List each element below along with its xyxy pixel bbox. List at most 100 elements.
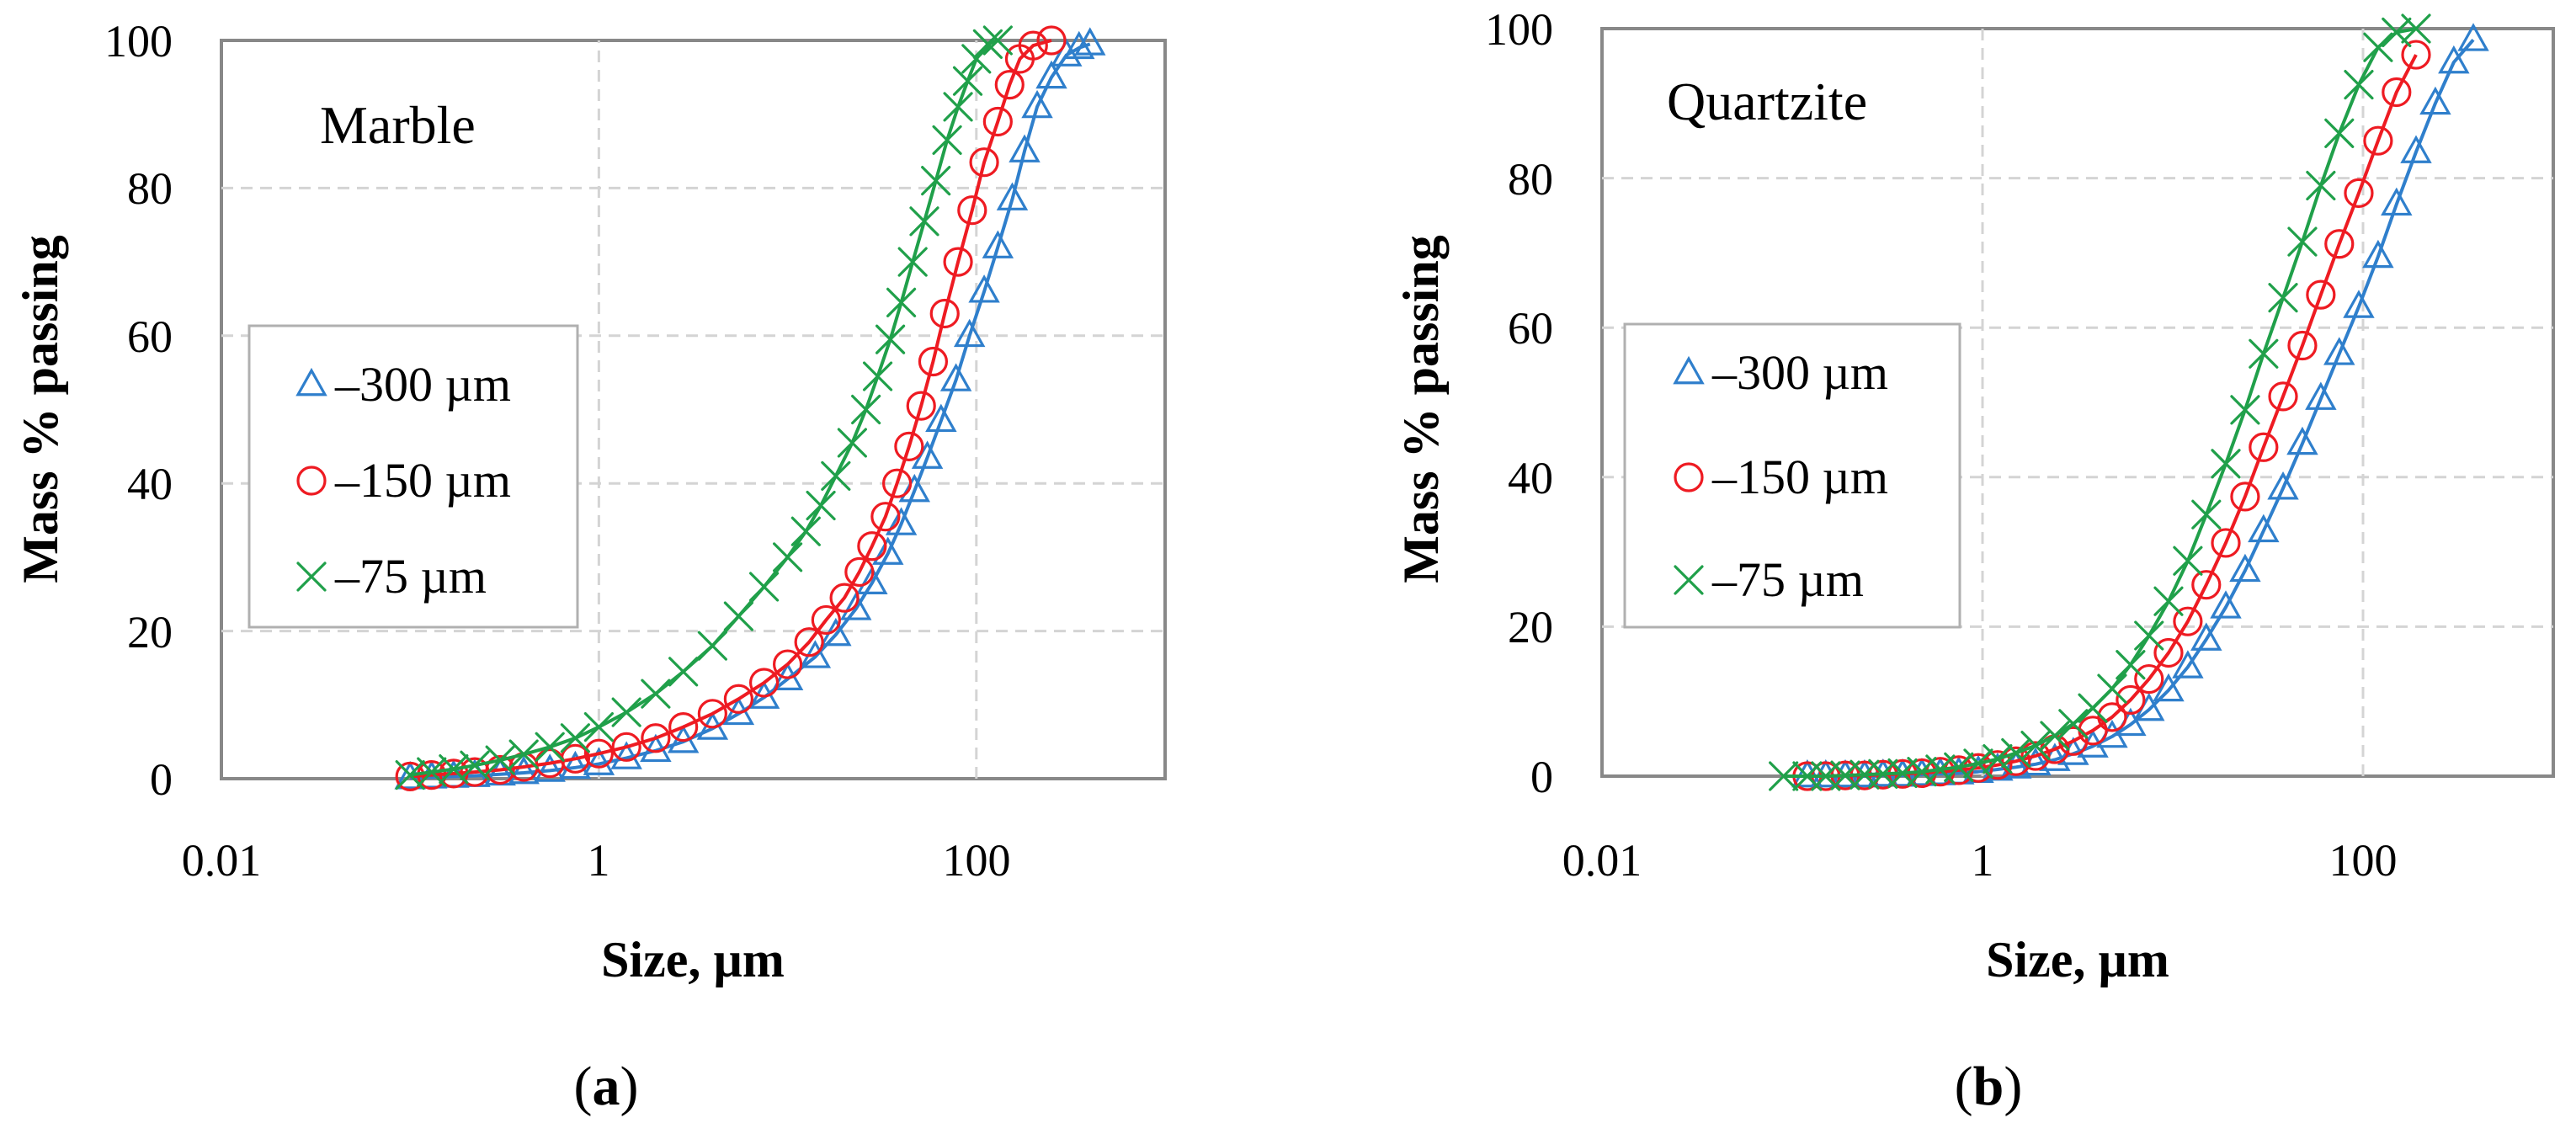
data-point [2343, 290, 2375, 318]
series-x [395, 25, 1013, 790]
data-point [723, 601, 753, 631]
data-point [697, 699, 727, 729]
panel-label-letter: b [1973, 1056, 2004, 1117]
data-point [2230, 395, 2260, 425]
data-point [2306, 279, 2336, 310]
legend: –300 µm –150 µm –75 µm [1623, 322, 1961, 629]
data-point [925, 403, 957, 433]
legend-entry-150um: –150 µm [1674, 450, 1888, 504]
legend-entry-75um: –75 µm [1674, 552, 1864, 607]
data-point [918, 346, 949, 377]
data-point [921, 166, 951, 196]
legend-marker [296, 466, 327, 496]
data-point [2001, 737, 2031, 769]
data-point [2211, 528, 2241, 558]
y-tick-labels: 0 20 40 60 80 100 [104, 16, 173, 805]
legend-label: –150 µm [334, 453, 511, 508]
data-point [898, 473, 931, 503]
panel-label: (a) [574, 1056, 639, 1117]
y-tick-label: 100 [1485, 4, 1553, 55]
data-point [2173, 606, 2203, 636]
data-point [2116, 684, 2146, 716]
data-point [697, 631, 727, 661]
y-tick-label: 60 [1508, 303, 1553, 354]
data-point [2040, 721, 2070, 751]
legend-marker [295, 367, 327, 397]
data-point [806, 490, 836, 521]
x-tick-labels: 0.01 1 100 [1562, 835, 2398, 886]
legend-label: –300 µm [334, 357, 511, 412]
data-point [957, 195, 987, 226]
panel-label-letter: a [593, 1056, 620, 1117]
data-point [932, 125, 962, 155]
data-point [2020, 730, 2051, 761]
y-tick-label: 0 [1530, 752, 1553, 802]
data-point [1983, 743, 2013, 774]
legend-label: –300 µm [1711, 345, 1888, 400]
data-point [2191, 570, 2222, 600]
data-point [2190, 622, 2222, 651]
data-point [2001, 746, 2031, 776]
data-point [1063, 30, 1095, 60]
data-point [611, 697, 641, 727]
x-marker-icon [296, 562, 327, 592]
data-point [821, 460, 851, 492]
data-point [2249, 338, 2279, 369]
data-point [534, 753, 566, 782]
data-point [851, 394, 881, 425]
data-point [885, 507, 918, 535]
data-point [668, 657, 699, 687]
legend-marker [1674, 565, 1704, 595]
data-point [857, 531, 887, 562]
circle-marker-icon [296, 466, 327, 496]
data-point [2363, 32, 2393, 62]
data-point [2382, 77, 2412, 108]
data-point [559, 750, 592, 780]
x-tick-label: 1 [588, 835, 610, 886]
sample-annotation: Marble [320, 95, 476, 155]
legend-entry-300um: –300 µm [1673, 345, 1888, 400]
data-point [2438, 45, 2470, 74]
data-point [611, 732, 641, 762]
data-point [994, 70, 1025, 100]
data-point [2457, 23, 2489, 51]
data-point [2249, 432, 2279, 462]
data-point [2419, 86, 2451, 115]
data-point [1963, 748, 1993, 779]
data-point [2230, 482, 2260, 512]
data-point [943, 247, 973, 277]
data-point [844, 556, 875, 588]
data-point [2344, 178, 2374, 208]
data-point [968, 274, 1000, 303]
data-point [2306, 170, 2336, 201]
data-point [560, 723, 590, 753]
series-circle [395, 25, 1067, 791]
data-point [972, 29, 1003, 59]
triangle-marker-icon [295, 367, 327, 397]
data-point [610, 741, 642, 769]
data-point [2116, 650, 2146, 680]
data-point [748, 668, 780, 698]
data-point [2286, 426, 2318, 455]
data-point [2305, 381, 2337, 410]
data-point [508, 755, 540, 785]
data-point [1018, 30, 1048, 61]
data-point [668, 712, 699, 742]
legend-box [247, 324, 579, 629]
data-point [897, 247, 928, 277]
data-point [2153, 637, 2184, 668]
triangle-marker-icon [1673, 355, 1705, 385]
data-point [2362, 239, 2394, 269]
data-point [790, 516, 821, 546]
data-point [996, 182, 1029, 210]
data-point [723, 684, 753, 714]
data-point [1791, 758, 1823, 788]
y-tick-label: 20 [127, 607, 173, 657]
data-point [1944, 752, 1974, 782]
data-point [875, 324, 906, 354]
x-tick-label: 1 [1972, 835, 1994, 886]
y-tick-label: 40 [1508, 453, 1553, 503]
series-layer [1769, 13, 2489, 791]
data-point [583, 738, 615, 769]
